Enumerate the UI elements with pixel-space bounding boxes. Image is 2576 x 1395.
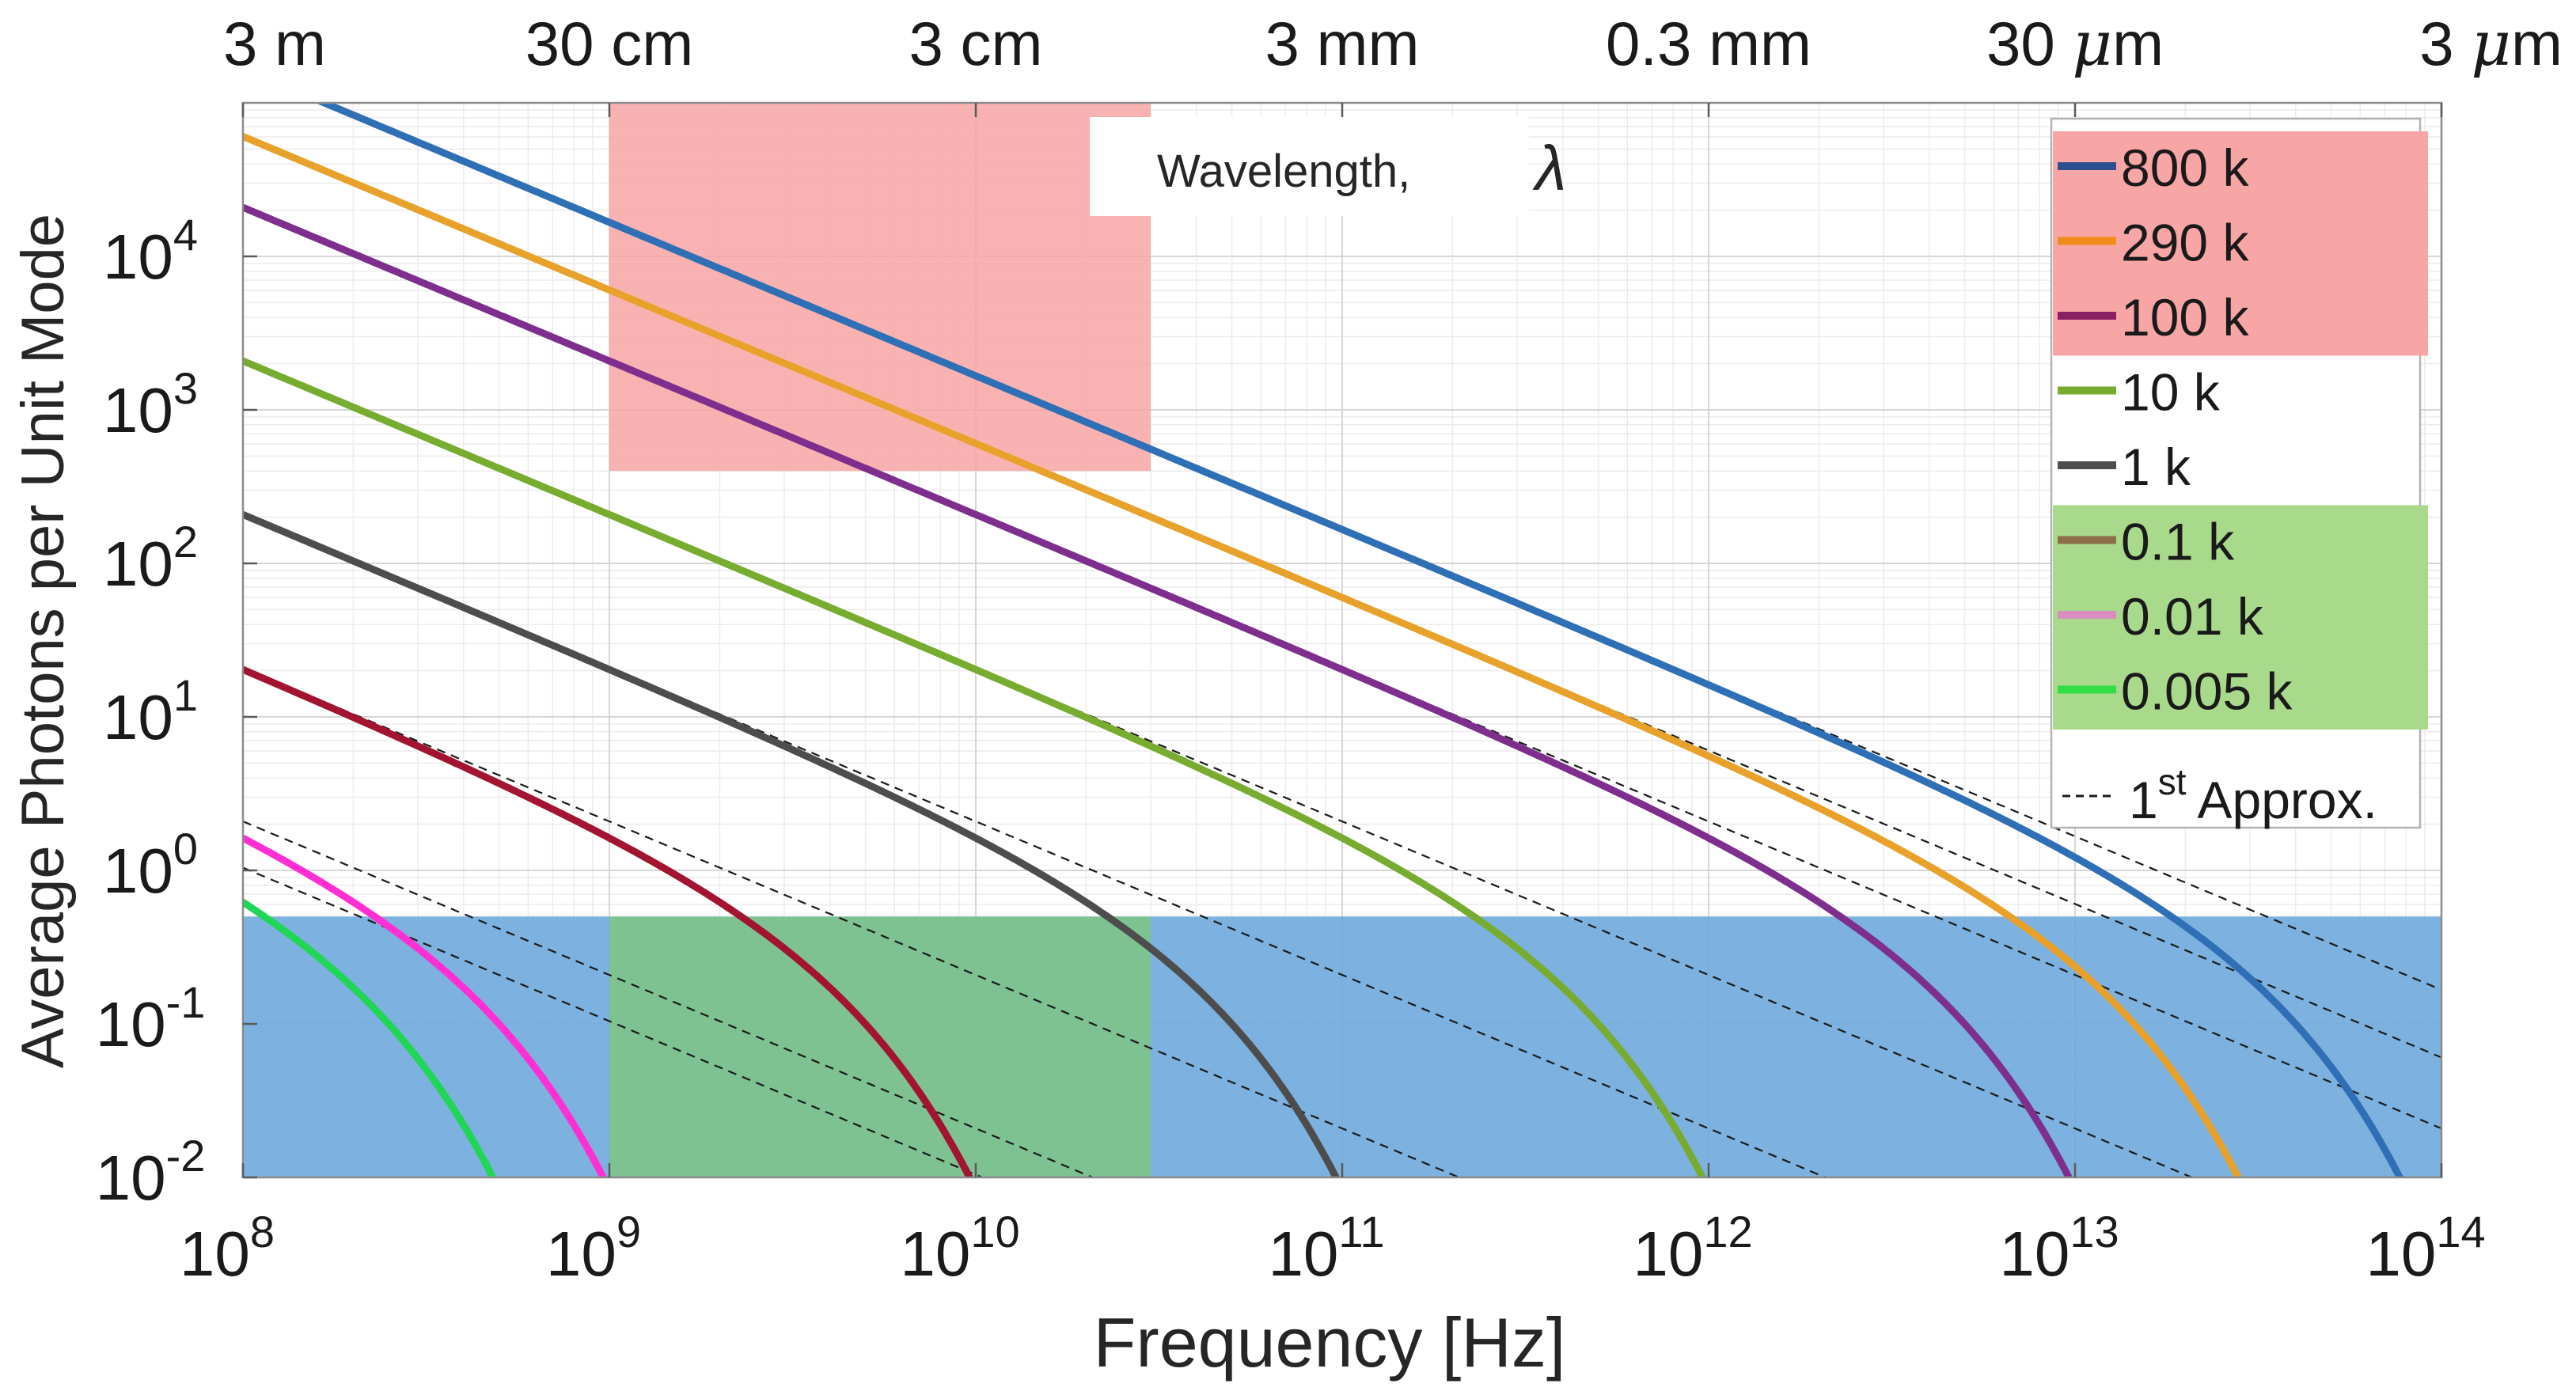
legend-label: 290 k [2121,214,2249,272]
x-tick-exponent: 8 [250,1207,275,1257]
series-line-800k [316,103,2403,1177]
legend: 800 k 290 k 100 k 10 k 1 k 0.1 k 0.01 k 0.005 k… [2050,117,2428,829]
x-tick-label: 1012 [1633,1207,1752,1289]
y-tick-label: 10-2 [96,1131,206,1213]
wavelength-tick-mu: μ [2471,9,2511,80]
y-tick-label: 104 [103,210,198,292]
x-tick-labels: 108 109 1010 1011 1012 1013 1014 [180,1207,2486,1289]
x-tick-label: 108 [180,1207,275,1289]
series-line-10k [243,357,1707,1177]
wavelength-label-background [1090,117,1529,216]
region-bottom-band [243,916,2441,1177]
y-tick-base: 10 [103,836,173,906]
x-tick-exponent: 13 [2070,1207,2119,1257]
series-line-0_1k [243,665,974,1177]
y-tick-label: 102 [103,517,198,599]
series-line-0_01k [243,834,608,1177]
approx-superscript: st [2158,761,2187,802]
legend-label: 100 k [2121,288,2249,347]
x-tick-base: 10 [900,1219,970,1289]
plot-frame [241,101,2443,1179]
series-lines [243,103,2403,1177]
wavelength-label: Wavelength, [1157,146,1410,197]
wavelength-tick-label: 30 cm [525,9,693,78]
y-tick-label: 100 [103,824,198,906]
wavelength-tick-labels: 3 m 30 cm 3 cm 3 mm 0.3 mm 30 μm 3 μm [223,9,2563,80]
y-tick-label: 10-1 [96,977,206,1060]
legend-label: 0.01 k [2121,587,2264,646]
x-tick-label: 1011 [1268,1207,1384,1289]
y-tick-base: 10 [96,1143,166,1213]
y-tick-base: 10 [96,989,166,1060]
wavelength-tick-mu: μ [2072,9,2112,80]
series-line-0_005k [243,898,496,1177]
wavelength-tick-unit: m [2511,9,2563,78]
series-line-1k [243,510,1341,1177]
series-line-290k [243,132,2243,1177]
wavelength-tick-number: 30 [1986,9,2072,78]
wavelength-tick-label: 3 μm [2419,9,2563,80]
wavelength-tick-label: 30 μm [1986,9,2164,80]
x-tick-exponent: 12 [1703,1207,1752,1257]
x-tick-label: 1013 [1999,1207,2119,1289]
highlight-regions [243,103,2441,1177]
legend-label: 0.005 k [2121,662,2293,721]
y-tick-label: 101 [103,670,198,752]
wavelength-tick-number: 3 [2419,9,2471,78]
wavelength-symbol: λ [1532,133,1566,203]
legend-label: 1 k [2121,438,2191,496]
y-tick-exponent: 4 [173,210,198,260]
wavelength-tick-label: 3 cm [909,9,1042,78]
x-tick-exponent: 10 [970,1207,1019,1257]
y-tick-exponent: 1 [173,670,198,720]
y-tick-exponent: -1 [166,977,206,1027]
x-tick-exponent: 14 [2436,1207,2485,1257]
x-tick-base: 10 [1999,1219,2070,1289]
legend-label: 0.1 k [2121,513,2235,571]
x-axis-label: Frequency [Hz] [1094,1303,1566,1382]
wavelength-tick-label: 0.3 mm [1606,9,1812,78]
y-tick-base: 10 [103,529,173,599]
series-line-100k [243,203,2073,1177]
legend-label: 10 k [2121,363,2221,422]
wavelength-tick-unit: m [2112,9,2164,78]
y-axis-label: Average Photons per Unit Mode [9,214,77,1068]
y-tick-exponent: 3 [173,363,198,413]
x-tick-base: 10 [546,1219,616,1289]
y-tick-base: 10 [103,222,173,292]
x-tick-base: 10 [180,1219,250,1289]
approx-line-0_01k [243,821,1095,1177]
x-tick-label: 1014 [2365,1207,2485,1289]
legend-label-approx: 1st Approx. [2129,761,2377,829]
approx-prefix: 1 [2129,771,2158,829]
wavelength-tick-label: 3 m [223,9,326,78]
y-tick-exponent: -2 [166,1131,206,1181]
x-tick-exponent: 11 [1338,1207,1384,1257]
x-tick-base: 10 [2365,1219,2436,1289]
approx-line-0_1k [243,667,1462,1177]
wavelength-tick-label: 3 mm [1265,9,1420,78]
x-tick-label: 1010 [900,1207,1019,1289]
y-tick-exponent: 0 [173,824,198,874]
x-tick-base: 10 [1268,1219,1338,1289]
y-tick-exponent: 2 [173,517,198,567]
wavelength-label-box: Wavelength, λ [1090,117,1566,216]
approx-name: Approx. [2198,771,2377,829]
x-tick-base: 10 [1633,1219,1703,1289]
x-tick-exponent: 9 [616,1207,641,1257]
y-tick-base: 10 [103,682,173,752]
legend-label: 800 k [2121,138,2249,197]
y-tick-base: 10 [103,375,173,445]
y-tick-label: 103 [103,363,198,445]
region-overlap-band [609,916,1151,1177]
x-tick-label: 109 [546,1207,641,1289]
